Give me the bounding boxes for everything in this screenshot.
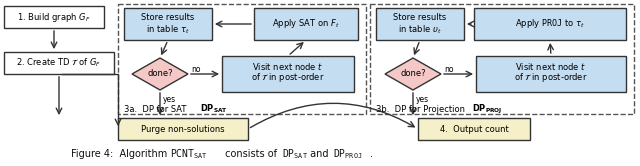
Bar — [370, 4, 634, 114]
Text: 1. Build graph $G_F$: 1. Build graph $G_F$ — [17, 10, 91, 24]
Text: and: and — [307, 149, 332, 159]
Text: 4.  Output count: 4. Output count — [440, 124, 508, 133]
Text: consists of: consists of — [222, 149, 280, 159]
Text: Store results: Store results — [394, 13, 447, 23]
Text: Visit next node $t$: Visit next node $t$ — [252, 60, 324, 72]
Text: 3a.  DP for SAT: 3a. DP for SAT — [124, 105, 186, 114]
Bar — [4, 52, 114, 74]
Text: $\mathtt{PCNT}_{\mathtt{SAT}}$: $\mathtt{PCNT}_{\mathtt{SAT}}$ — [170, 147, 208, 161]
Text: Figure 4:  Algorithm: Figure 4: Algorithm — [70, 149, 170, 159]
Text: Store results: Store results — [141, 13, 195, 23]
Text: Apply $\mathtt{PROJ}$ to $\tau_t$: Apply $\mathtt{PROJ}$ to $\tau_t$ — [515, 17, 585, 31]
Text: $\mathtt{DP}_{\mathtt{SAT}}$: $\mathtt{DP}_{\mathtt{SAT}}$ — [282, 147, 308, 161]
Bar — [118, 4, 366, 114]
Text: of $\mathcal{T}$ in post-order: of $\mathcal{T}$ in post-order — [252, 72, 324, 84]
Text: done?: done? — [400, 70, 426, 79]
Text: yes: yes — [163, 95, 176, 105]
Bar — [418, 118, 530, 140]
Text: done?: done? — [147, 70, 173, 79]
Bar — [124, 8, 212, 40]
Text: in table $\tau_t$: in table $\tau_t$ — [146, 24, 190, 36]
Text: Visit next node $t$: Visit next node $t$ — [515, 60, 587, 72]
Text: of $\mathcal{T}$ in post-order: of $\mathcal{T}$ in post-order — [514, 72, 588, 84]
Text: Apply SAT on $F_t$: Apply SAT on $F_t$ — [272, 17, 340, 31]
Text: 2. Create TD $\mathcal{T}$ of $G_F$: 2. Create TD $\mathcal{T}$ of $G_F$ — [17, 57, 102, 69]
Bar — [476, 56, 626, 92]
Bar — [376, 8, 464, 40]
Bar — [4, 6, 104, 28]
Text: $\mathtt{DP}_{\mathtt{PROJ}}$: $\mathtt{DP}_{\mathtt{PROJ}}$ — [333, 147, 362, 161]
Text: .: . — [370, 149, 373, 159]
Bar — [474, 8, 626, 40]
Text: no: no — [191, 66, 200, 75]
Text: in table $\upsilon_t$: in table $\upsilon_t$ — [398, 24, 442, 36]
Text: yes: yes — [416, 95, 429, 105]
Polygon shape — [132, 58, 188, 90]
Text: $\mathbf{DP}_{\mathbf{PROJ}}$: $\mathbf{DP}_{\mathbf{PROJ}}$ — [472, 102, 502, 116]
Bar — [222, 56, 354, 92]
Bar — [254, 8, 358, 40]
Text: no: no — [444, 66, 454, 75]
Bar — [118, 118, 248, 140]
Text: 3b.  DP for Projection: 3b. DP for Projection — [376, 105, 465, 114]
Polygon shape — [385, 58, 441, 90]
Text: $\mathbf{DP}_{\mathbf{SAT}}$: $\mathbf{DP}_{\mathbf{SAT}}$ — [200, 103, 228, 115]
Text: Purge non-solutions: Purge non-solutions — [141, 124, 225, 133]
